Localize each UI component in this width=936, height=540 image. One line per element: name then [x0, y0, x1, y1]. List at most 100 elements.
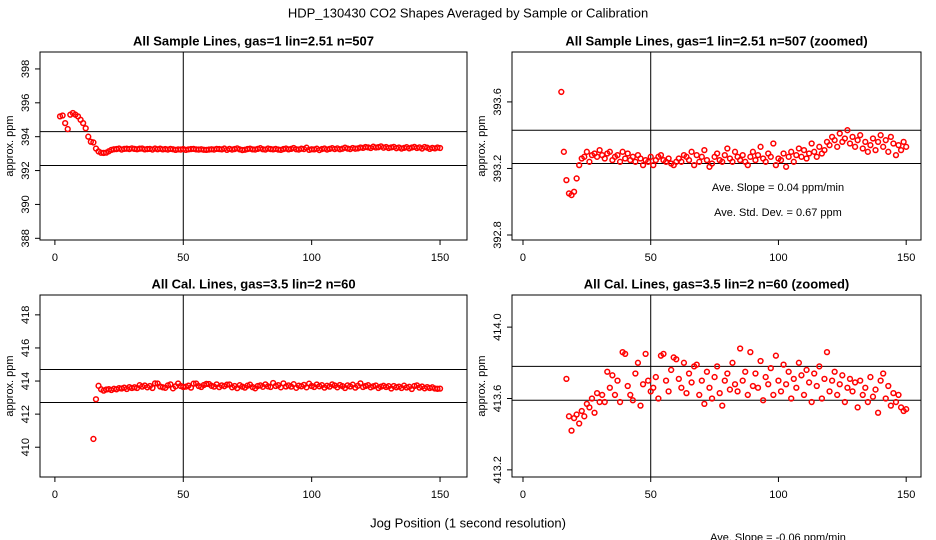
data-point — [736, 156, 744, 164]
data-point — [739, 152, 746, 159]
data-point — [777, 388, 785, 395]
data-point — [724, 370, 731, 377]
data-point — [726, 386, 734, 393]
data-point — [767, 153, 774, 160]
y-tick-label: 418 — [20, 306, 32, 324]
data-point — [849, 388, 856, 395]
data-point — [813, 382, 820, 390]
data-point — [650, 161, 657, 169]
data-point — [701, 147, 708, 154]
data-point — [795, 359, 803, 366]
data-point — [151, 380, 159, 387]
data-point — [844, 384, 851, 391]
data-point — [800, 147, 808, 154]
x-tick-label: 150 — [897, 489, 915, 501]
data-point — [558, 88, 565, 96]
data-point — [683, 389, 690, 397]
data-point — [634, 359, 642, 366]
data-point — [673, 356, 680, 363]
data-point — [877, 377, 884, 384]
data-point — [647, 153, 654, 160]
data-point — [770, 391, 777, 399]
data-point — [729, 158, 736, 165]
data-point — [660, 350, 667, 358]
data-point — [611, 391, 619, 399]
data-point — [698, 153, 705, 160]
y-tick-label: 392.8 — [492, 221, 504, 249]
data-point — [693, 361, 700, 368]
data-point — [800, 391, 808, 399]
y-tick-label: 413.2 — [492, 456, 504, 484]
x-tick-label: 100 — [302, 252, 320, 264]
data-point — [782, 381, 790, 388]
data-point — [79, 119, 87, 127]
data-point — [790, 158, 797, 165]
x-tick-label: 150 — [431, 489, 449, 501]
data-point — [862, 138, 869, 145]
data-point — [680, 359, 688, 366]
data-point — [629, 397, 636, 404]
data-point — [880, 143, 887, 150]
y-tick-label: 393.6 — [492, 88, 504, 116]
data-point — [591, 409, 598, 416]
data-point — [436, 144, 444, 152]
data-point — [903, 406, 910, 413]
data-point — [708, 160, 716, 167]
data-point — [747, 348, 754, 356]
data-point — [793, 384, 800, 391]
data-point — [627, 391, 634, 399]
data-point — [563, 176, 570, 184]
data-point — [701, 400, 708, 407]
data-point — [622, 350, 629, 358]
data-point — [734, 388, 741, 395]
data-point — [836, 381, 843, 388]
data-point — [754, 152, 762, 159]
y-tick-label: 393.2 — [492, 155, 504, 183]
data-point — [713, 363, 721, 370]
data-point — [588, 395, 596, 402]
x-axis-title: Jog Position (1 second resolution) — [370, 515, 566, 530]
data-point — [752, 370, 759, 377]
data-point — [846, 375, 854, 383]
data-point — [798, 153, 805, 160]
data-point — [675, 375, 682, 383]
data-point — [772, 352, 780, 359]
data-point — [841, 135, 849, 142]
data-point — [716, 389, 723, 397]
data-point — [698, 377, 705, 384]
data-point — [570, 188, 578, 195]
data-point — [583, 148, 591, 155]
x-tick-label: 0 — [520, 252, 526, 264]
x-tick-label: 150 — [897, 252, 915, 264]
data-point — [90, 435, 97, 443]
data-point — [64, 125, 71, 133]
data-point — [586, 158, 593, 165]
data-point — [223, 381, 231, 388]
data-point — [736, 345, 744, 352]
data-point — [62, 119, 69, 127]
data-point — [436, 385, 444, 392]
data-point — [808, 398, 815, 406]
data-point — [713, 150, 721, 157]
data-point — [744, 391, 751, 399]
data-point — [637, 402, 644, 409]
data-point — [637, 155, 644, 162]
data-point — [872, 386, 879, 393]
y-tick-label: 392 — [20, 161, 32, 179]
plot-frame — [39, 51, 468, 241]
data-point — [703, 156, 711, 164]
y-tick-label: 388 — [20, 229, 32, 247]
data-point — [568, 427, 575, 434]
data-point — [614, 377, 621, 384]
data-point — [867, 142, 874, 149]
data-point — [869, 393, 877, 400]
data-point — [576, 420, 583, 427]
data-point — [616, 398, 624, 406]
y-tick-label: 390 — [20, 195, 32, 213]
y-tick-label: 412 — [20, 405, 32, 423]
data-point — [601, 155, 608, 162]
annotation: Ave. Slope = -0.06 ppm/min — [710, 532, 846, 540]
data-point — [190, 380, 197, 387]
data-point — [775, 377, 782, 384]
data-point — [903, 143, 910, 150]
